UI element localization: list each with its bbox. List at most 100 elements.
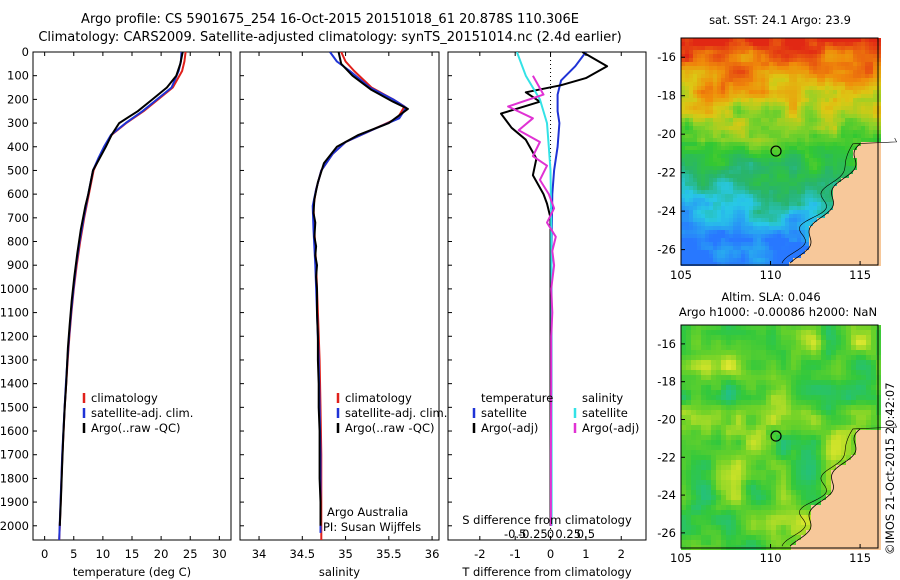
sla_map-cell [846,475,851,480]
sla_map-cell [741,345,746,350]
sla_map-cell [706,435,711,440]
sst_map-cell [769,202,773,206]
sst_map-cell [789,202,793,206]
salinity-xtick-label: 35.5 [376,547,402,561]
sst_map-cell [709,62,713,66]
sst_map-cell [697,122,701,126]
sst_map-cell [873,150,877,154]
sst_map-cell [701,198,705,202]
sst_map-cell [849,178,853,182]
sla_map-cell [716,400,721,405]
sst_map-cell [817,130,821,134]
sst_map-cell [685,134,689,138]
sla_map-cell [836,480,841,485]
sst_map-cell [745,114,749,118]
sla_map-cell [741,335,746,340]
sla_map-cell [711,540,716,545]
sst_map-cell [741,38,745,42]
sla_map-cell [841,390,846,395]
sst_map-cell [865,78,869,82]
sla_map-cell [726,500,731,505]
sla_map-cell [846,405,851,410]
sst_map-cell [785,202,789,206]
sla_map-cell [791,365,796,370]
sla_map-cell [761,485,766,490]
sst_map-cell [801,46,805,50]
sla_map-cell [771,375,776,380]
sst_map-cell [853,230,857,234]
sla_map-cell [766,510,771,515]
sla_map-cell [681,375,686,380]
sst_map-cell [769,194,773,198]
sla_map-cell [706,475,711,480]
sst_map-cell [721,146,725,150]
sst_map-cell [793,230,797,234]
sst_map-cell [841,86,845,90]
sst_map-cell [729,66,733,70]
sla_map-cell [771,500,776,505]
sst_map-cell [849,106,853,110]
sst_map-cell [781,178,785,182]
sst_map-cell [813,130,817,134]
sla_map-cell [831,510,836,515]
sla_map-cell [806,395,811,400]
sst_map-cell [873,118,877,122]
sst_map-cell [745,202,749,206]
sst_map-cell [865,170,869,174]
sst_map-cell [877,206,881,210]
sst_map-cell [733,90,737,94]
sst_map-cell [829,122,833,126]
sla_map-cell [711,465,716,470]
sst_map-cell [817,182,821,186]
sla_map-cell [871,540,876,545]
sst_map-cell [701,74,705,78]
sst_map-cell [805,158,809,162]
sla_map-cell [691,505,696,510]
sla_map-cell [786,495,791,500]
sla_map-cell [816,455,821,460]
sla_map-cell [806,325,811,330]
sst_map-cell [817,202,821,206]
sla_map-cell [801,515,806,520]
sst_map-cell [705,82,709,86]
sla_map-cell [851,390,856,395]
sla_map-cell [686,395,691,400]
sst_map-cell [805,118,809,122]
sst_map-cell [877,242,881,246]
sst_map-cell [745,94,749,98]
sla_map-cell [686,335,691,340]
sla_map-cell [861,400,866,405]
sla_map-cell [711,525,716,530]
sla_map-cell [741,450,746,455]
sla_map-cell [786,400,791,405]
sla_map-cell [841,365,846,370]
sst_map-cell [861,122,865,126]
sla_map-cell [841,470,846,475]
sst_map-cell [813,162,817,166]
sla_map-cell [706,370,711,375]
sst_map-cell [737,258,741,262]
sst_map-cell [821,114,825,118]
sla_map-cell [816,350,821,355]
sst_map-cell [845,138,849,142]
sla_map-cell [861,355,866,360]
sla_map-cell [721,410,726,415]
sla_map-cell [846,415,851,420]
sla_map-cell [761,470,766,475]
sla_map-cell [836,455,841,460]
sst_map-cell [701,190,705,194]
sla_map-cell [716,485,721,490]
sst_map-cell [757,258,761,262]
sst_map-cell [837,122,841,126]
sst_map-cell [745,70,749,74]
sst_map-cell [757,122,761,126]
sla_map-cell [721,450,726,455]
sla_map-cell [741,435,746,440]
sst_map-cell [865,178,869,182]
sst_map-cell [853,194,857,198]
sst_map-cell [745,134,749,138]
sst_map-cell [753,94,757,98]
sla_map-cell [771,480,776,485]
sst_map-cell [753,78,757,82]
sst_map-cell [753,150,757,154]
